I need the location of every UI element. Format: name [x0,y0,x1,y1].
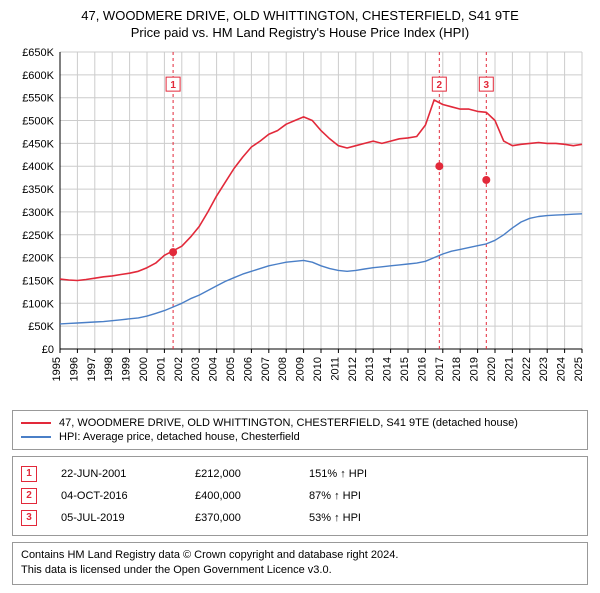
chart-title-line1: 47, WOODMERE DRIVE, OLD WHITTINGTON, CHE… [12,8,588,25]
svg-text:2006: 2006 [242,357,254,381]
svg-text:2012: 2012 [347,357,359,381]
svg-text:2008: 2008 [277,357,289,381]
svg-text:2004: 2004 [208,357,220,381]
svg-text:3: 3 [484,80,490,91]
legend-label: HPI: Average price, detached house, Ches… [59,431,300,443]
svg-text:£450K: £450K [22,138,54,150]
svg-text:2017: 2017 [434,357,446,381]
chart-area: £0 £50K £100K £150K £200K £250K £300K £350K £400… [12,44,588,404]
svg-text:2015: 2015 [399,357,411,381]
svg-text:2003: 2003 [190,357,202,381]
legend-label: 47, WOODMERE DRIVE, OLD WHITTINGTON, CHE… [59,417,518,429]
event-percent: 53% ↑ HPI [309,512,419,524]
event-marker: 3 [21,510,37,526]
svg-text:1999: 1999 [121,357,133,381]
event-date: 05-JUL-2019 [61,512,171,524]
svg-text:£200K: £200K [22,253,54,265]
svg-text:£150K: £150K [22,275,54,287]
legend: 47, WOODMERE DRIVE, OLD WHITTINGTON, CHE… [12,410,588,450]
chart-title-line2: Price paid vs. HM Land Registry's House … [12,25,588,40]
event-price: £400,000 [195,490,285,502]
svg-text:2020: 2020 [486,357,498,381]
svg-text:2014: 2014 [382,357,394,381]
svg-text:2001: 2001 [155,357,167,381]
credits-line2: This data is licensed under the Open Gov… [21,563,579,578]
svg-text:£500K: £500K [22,115,54,127]
svg-text:2002: 2002 [173,357,185,381]
svg-text:£550K: £550K [22,93,54,105]
svg-text:2023: 2023 [538,357,550,381]
svg-text:2005: 2005 [225,357,237,381]
svg-text:1998: 1998 [103,357,115,381]
svg-text:£600K: £600K [22,70,54,82]
event-row: 3 05-JUL-2019 £370,000 53% ↑ HPI [21,507,579,529]
svg-text:£300K: £300K [22,207,54,219]
events-table: 1 22-JUN-2001 £212,000 151% ↑ HPI 2 04-OCT-20… [12,456,588,536]
svg-text:£250K: £250K [22,230,54,242]
svg-text:£50K: £50K [28,321,54,333]
svg-text:£400K: £400K [22,161,54,173]
event-date: 04-OCT-2016 [61,490,171,502]
svg-text:2024: 2024 [556,357,568,381]
svg-text:2016: 2016 [416,357,428,381]
svg-text:2010: 2010 [312,357,324,381]
svg-text:£100K: £100K [22,298,54,310]
event-marker: 2 [21,488,37,504]
svg-text:2025: 2025 [573,357,585,381]
svg-text:2018: 2018 [451,357,463,381]
svg-text:2009: 2009 [295,357,307,381]
event-percent: 87% ↑ HPI [309,490,419,502]
event-percent: 151% ↑ HPI [309,468,419,480]
svg-text:1: 1 [170,80,176,91]
credits: Contains HM Land Registry data © Crown c… [12,542,588,585]
legend-item: HPI: Average price, detached house, Ches… [21,430,579,444]
svg-text:£350K: £350K [22,184,54,196]
svg-text:2019: 2019 [469,357,481,381]
svg-text:2011: 2011 [329,357,341,381]
svg-text:1997: 1997 [86,357,98,381]
event-marker: 1 [21,466,37,482]
svg-text:2007: 2007 [260,357,272,381]
event-row: 1 22-JUN-2001 £212,000 151% ↑ HPI [21,463,579,485]
svg-text:2000: 2000 [138,357,150,381]
legend-item: 47, WOODMERE DRIVE, OLD WHITTINGTON, CHE… [21,416,579,430]
svg-text:2013: 2013 [364,357,376,381]
credits-line1: Contains HM Land Registry data © Crown c… [21,548,579,563]
svg-text:1995: 1995 [51,357,63,381]
svg-text:£0: £0 [42,344,54,356]
svg-text:2021: 2021 [503,357,515,381]
event-price: £370,000 [195,512,285,524]
event-date: 22-JUN-2001 [61,468,171,480]
legend-swatch [21,422,51,424]
svg-text:2022: 2022 [521,357,533,381]
svg-text:2: 2 [437,80,443,91]
event-price: £212,000 [195,468,285,480]
line-chart: £0 £50K £100K £150K £200K £250K £300K £350K £400… [12,44,588,404]
svg-text:1996: 1996 [68,357,80,381]
chart-card: 47, WOODMERE DRIVE, OLD WHITTINGTON, CHE… [0,0,600,593]
legend-swatch [21,436,51,438]
svg-text:£650K: £650K [22,47,54,59]
event-row: 2 04-OCT-2016 £400,000 87% ↑ HPI [21,485,579,507]
